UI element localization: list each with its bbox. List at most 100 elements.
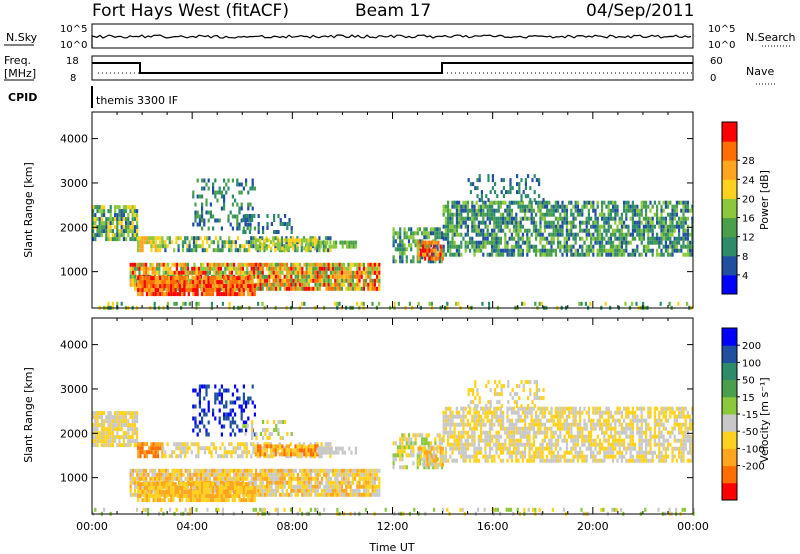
echo-cell — [314, 278, 317, 283]
echo-cell — [227, 416, 230, 421]
echo-cell — [332, 274, 335, 279]
echo-cell — [451, 252, 454, 257]
echo-cell — [356, 484, 359, 489]
echo-cell — [263, 262, 266, 267]
echo-cell — [491, 212, 494, 217]
echo-cell — [206, 446, 209, 451]
echo-cell — [338, 282, 341, 287]
echo-cell — [127, 427, 130, 432]
echo-cell — [662, 232, 665, 237]
echo-cell — [530, 232, 533, 237]
echo-cell — [242, 280, 245, 285]
echo-cell — [207, 432, 210, 437]
echo-cell — [581, 252, 584, 257]
echo-cell — [226, 476, 229, 481]
echo-cell — [285, 274, 288, 279]
echo-cell — [196, 494, 199, 499]
echo-cell — [506, 224, 509, 229]
echo-cell — [107, 225, 110, 230]
echo-cell — [116, 415, 119, 420]
echo-cell — [145, 494, 149, 499]
echo-cell — [248, 218, 251, 222]
echo-cell — [341, 450, 344, 455]
echo-cell — [216, 392, 219, 397]
echo-cell — [198, 218, 201, 223]
echo-cell — [455, 224, 458, 229]
echo-cell — [528, 200, 531, 205]
echo-cell — [149, 476, 152, 481]
echo-cell — [265, 238, 268, 243]
echo-cell — [177, 454, 180, 459]
echo-cell — [376, 266, 379, 271]
echo-cell — [565, 232, 568, 237]
echo-cell — [444, 224, 447, 229]
echo-cell — [185, 498, 188, 503]
echo-cell — [444, 236, 447, 241]
echo-cell — [427, 251, 430, 256]
echo-cell — [686, 252, 689, 257]
echo-cell — [447, 204, 450, 209]
echo-cell — [188, 240, 191, 245]
echo-cell — [373, 488, 376, 493]
echo-cell — [664, 244, 667, 249]
echo-cell — [358, 484, 361, 489]
echo-cell — [521, 252, 524, 257]
echo-cell — [362, 301, 365, 306]
echo-cell — [148, 284, 151, 289]
echo-cell — [170, 486, 173, 491]
echo-cell — [268, 488, 271, 493]
echo-cell — [302, 236, 306, 241]
echo-cell — [550, 220, 553, 225]
echo-cell — [524, 186, 527, 191]
echo-cell — [689, 252, 692, 257]
echo-cell — [243, 442, 246, 447]
echo-cell — [634, 224, 637, 229]
echo-cell — [244, 230, 247, 234]
echo-cell — [181, 288, 184, 293]
echo-cell — [435, 446, 438, 451]
echo-cell — [105, 229, 108, 234]
echo-cell — [133, 443, 136, 448]
echo-cell — [268, 480, 271, 485]
echo-cell — [111, 217, 114, 222]
echo-cell — [330, 450, 333, 455]
echo-cell — [532, 248, 535, 253]
echo-cell — [323, 270, 326, 275]
echo-cell — [238, 486, 241, 491]
echo-cell — [634, 208, 637, 213]
echo-cell — [94, 419, 97, 424]
echo-cell — [227, 292, 230, 297]
echo-cell — [583, 252, 586, 257]
echo-cell — [208, 488, 211, 493]
echo-cell — [516, 182, 519, 187]
echo-cell — [303, 452, 306, 457]
echo-cell — [684, 228, 687, 233]
echo-cell — [151, 270, 154, 275]
echo-cell — [506, 204, 509, 209]
echo-cell — [458, 248, 461, 253]
echo-cell — [486, 212, 489, 217]
echo-cell — [327, 492, 330, 497]
echo-cell — [616, 204, 619, 209]
echo-cell — [186, 450, 189, 455]
echo-cell — [620, 212, 623, 217]
echo-cell — [127, 233, 130, 238]
echo-cell — [517, 228, 520, 233]
echo-cell — [253, 432, 256, 437]
echo-cell — [367, 480, 370, 485]
echo-cell — [239, 442, 242, 447]
echo-cell — [671, 220, 674, 225]
echo-cell — [393, 301, 396, 306]
echo-cell — [376, 488, 379, 493]
echo-cell — [201, 210, 204, 215]
echo-cell — [572, 244, 575, 249]
echo-cell — [513, 252, 516, 257]
echo-cell — [321, 278, 324, 283]
echo-cell — [196, 284, 199, 289]
echo-cell — [640, 212, 643, 217]
echo-cell — [181, 486, 184, 491]
echo-cell — [430, 462, 433, 467]
echo-cell — [299, 488, 302, 493]
echo-cell — [196, 498, 199, 503]
echo-cell — [349, 492, 352, 497]
